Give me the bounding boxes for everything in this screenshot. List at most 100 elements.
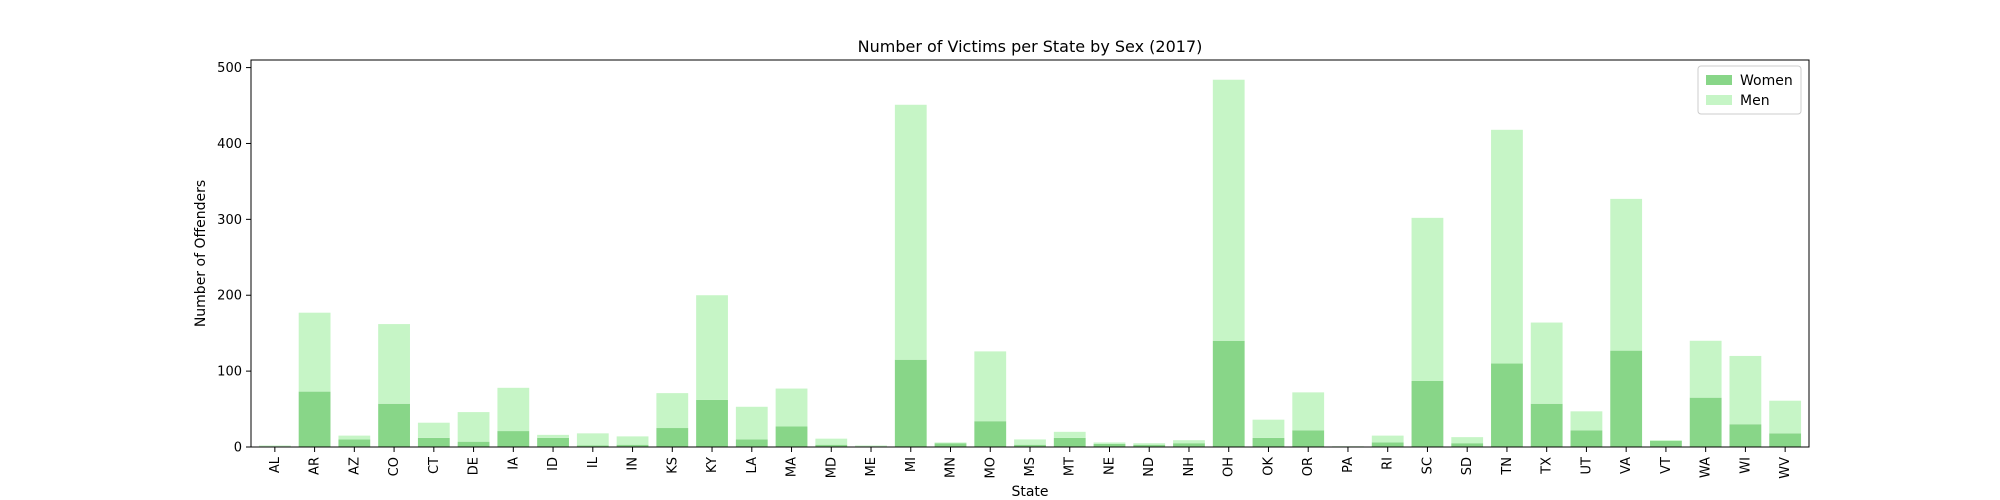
bar-men-id bbox=[537, 434, 569, 438]
bar-women-ok bbox=[1252, 437, 1285, 447]
bar-men-nd bbox=[1133, 443, 1166, 445]
bar-men-co bbox=[378, 324, 410, 404]
x-tick-label-ma: MA bbox=[785, 457, 800, 477]
bar-women-or bbox=[1292, 430, 1325, 447]
x-tick-label-ok: OK bbox=[1261, 457, 1276, 476]
x-tick-label-ne: NE bbox=[1102, 457, 1117, 475]
bar-women-wa bbox=[1689, 397, 1722, 447]
x-tick-label-ct: CT bbox=[427, 457, 442, 474]
bar-women-ky bbox=[696, 399, 728, 447]
bar-women-ct bbox=[417, 437, 450, 447]
bar-men-ks bbox=[656, 393, 689, 429]
bar-men-ut bbox=[1570, 411, 1603, 431]
bar-women-ia bbox=[497, 431, 530, 447]
bar-men-ia bbox=[497, 387, 530, 432]
x-tick-label-ms: MS bbox=[1023, 457, 1038, 476]
chart-title: Number of Victims per State by Sex (2017… bbox=[858, 37, 1203, 56]
bar-women-nh bbox=[1173, 443, 1205, 447]
bar-women-oh bbox=[1212, 340, 1245, 447]
bar-women-co bbox=[378, 403, 410, 447]
x-tick-label-al: AL bbox=[268, 456, 283, 473]
x-tick-label-pa: PA bbox=[1341, 457, 1356, 473]
x-tick-label-tn: TN bbox=[1500, 457, 1515, 476]
x-tick-label-id: ID bbox=[546, 457, 561, 471]
bar-men-wi bbox=[1729, 355, 1762, 425]
x-tick-label-oh: OH bbox=[1222, 457, 1237, 477]
y-axis-label: Number of Offenders bbox=[193, 180, 209, 327]
bar-women-mi bbox=[894, 359, 927, 447]
bar-men-oh bbox=[1212, 79, 1245, 341]
bar-women-ar bbox=[298, 391, 331, 447]
x-tick-label-me: ME bbox=[864, 457, 879, 476]
y-axis: 0 100 200 300 400 500 bbox=[217, 61, 251, 456]
y-tick-label-400: 400 bbox=[217, 137, 242, 152]
y-tick-label-100: 100 bbox=[217, 365, 242, 380]
x-tick-label-ia: IA bbox=[506, 457, 521, 470]
bar-men-ar bbox=[298, 312, 331, 392]
bar-women-la bbox=[735, 439, 768, 447]
bar-men-md bbox=[815, 438, 848, 445]
bar-women-ne bbox=[1093, 443, 1126, 447]
plot-frame bbox=[250, 59, 1810, 448]
bar-men-vt bbox=[1650, 440, 1682, 441]
x-tick-label-mt: MT bbox=[1063, 457, 1078, 476]
x-tick-label-nh: NH bbox=[1182, 457, 1197, 477]
bar-men-ct bbox=[417, 422, 450, 438]
bar-women-tx bbox=[1530, 403, 1563, 447]
bar-men-ok bbox=[1252, 419, 1285, 438]
bar-men-tn bbox=[1491, 129, 1523, 364]
bar-men-sc bbox=[1411, 217, 1444, 381]
x-tick-label-co: CO bbox=[387, 457, 402, 476]
bar-women-in bbox=[616, 444, 649, 447]
x-tick-label-la: LA bbox=[745, 457, 760, 474]
bar-men-ri bbox=[1371, 435, 1404, 443]
x-tick-label-sd: SD bbox=[1460, 457, 1475, 475]
x-tick-label-in: IN bbox=[626, 457, 641, 471]
bar-men-de bbox=[457, 412, 490, 442]
legend: Women Men bbox=[1697, 65, 1802, 115]
bar-women-sc bbox=[1411, 380, 1444, 447]
bar-men-tx bbox=[1530, 322, 1563, 404]
bar-women-id bbox=[537, 437, 569, 447]
bar-women-tn bbox=[1491, 363, 1523, 447]
legend-label-men: Men bbox=[1740, 93, 1770, 109]
bar-women-vt bbox=[1650, 440, 1682, 447]
x-tick-label-sc: SC bbox=[1420, 457, 1435, 474]
y-tick-label-300: 300 bbox=[217, 213, 242, 228]
legend-label-women: Women bbox=[1740, 73, 1793, 89]
x-tick-label-mn: MN bbox=[944, 457, 959, 478]
y-tick-label-200: 200 bbox=[217, 289, 242, 304]
x-tick-label-md: MD bbox=[824, 457, 839, 478]
x-tick-label-ar: AR bbox=[308, 457, 323, 475]
x-axis-label: State bbox=[1011, 484, 1048, 500]
bar-men-mi bbox=[894, 104, 927, 360]
bar-women-il bbox=[576, 445, 609, 447]
legend-swatch-men bbox=[1706, 95, 1732, 105]
plot-area bbox=[258, 79, 1802, 447]
x-tick-label-ri: RI bbox=[1381, 457, 1396, 470]
x-tick-label-ky: KY bbox=[705, 457, 720, 473]
x-tick-label-vt: VT bbox=[1659, 457, 1674, 474]
y-tick-label-500: 500 bbox=[217, 61, 242, 76]
bar-men-sd bbox=[1451, 437, 1484, 444]
bar-men-al bbox=[258, 445, 291, 447]
bar-women-va bbox=[1610, 350, 1643, 447]
bar-women-ma bbox=[775, 426, 808, 447]
bar-men-me bbox=[855, 445, 887, 447]
bar-men-va bbox=[1610, 198, 1643, 351]
bar-men-ms bbox=[1014, 439, 1046, 445]
bar-men-wa bbox=[1689, 340, 1722, 398]
x-tick-label-il: IL bbox=[586, 456, 601, 468]
bar-men-nh bbox=[1173, 440, 1205, 444]
bar-women-de bbox=[457, 441, 490, 447]
x-tick-label-nd: ND bbox=[1142, 457, 1157, 477]
bar-women-nd bbox=[1133, 444, 1166, 447]
bar-men-ne bbox=[1093, 442, 1126, 444]
bar-men-ma bbox=[775, 388, 808, 427]
bar-women-sd bbox=[1451, 443, 1484, 447]
bar-men-or bbox=[1292, 392, 1325, 431]
x-tick-label-ut: UT bbox=[1579, 457, 1594, 475]
bar-women-ri bbox=[1371, 442, 1404, 447]
x-tick-label-az: AZ bbox=[347, 457, 362, 475]
y-tick-label-0: 0 bbox=[234, 441, 242, 456]
